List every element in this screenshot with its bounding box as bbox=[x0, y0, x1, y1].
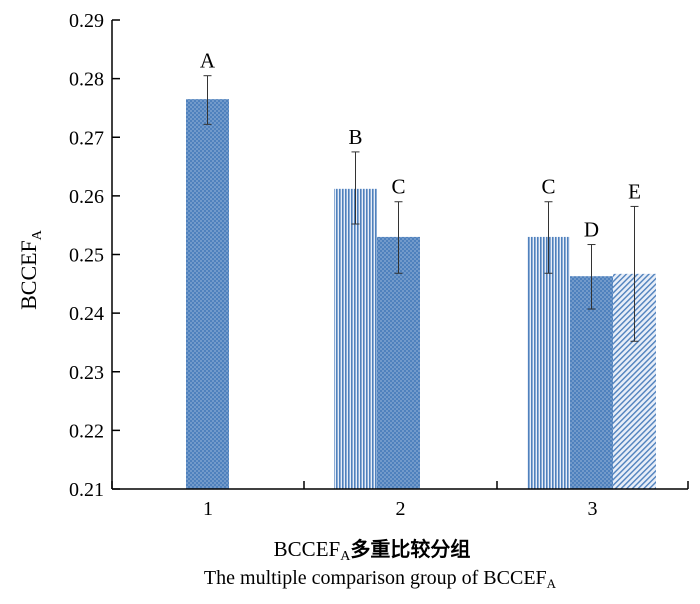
x-axis-caption-en: The multiple comparison group of BCCEFA bbox=[204, 567, 557, 591]
bar-label-4: C bbox=[541, 175, 555, 199]
error-bar-2 bbox=[351, 151, 360, 225]
bar-label-3: C bbox=[391, 175, 405, 199]
bar-label-1: A bbox=[200, 49, 216, 73]
bar-1 bbox=[186, 99, 229, 490]
y-tick-label-3: 0.24 bbox=[69, 303, 104, 325]
error-bar-1 bbox=[203, 75, 212, 125]
x-caption-cn-text: 多重比较分组 bbox=[350, 537, 470, 561]
bar-labels-layer: A B C C D E bbox=[200, 49, 641, 242]
x-tick-label-1: 2 bbox=[396, 498, 406, 520]
y-axis-title-sub: A bbox=[30, 229, 45, 240]
x-caption-cn-abbr: BCCEF bbox=[274, 537, 341, 561]
bar-label-5: D bbox=[584, 218, 599, 242]
y-tick-label-2: 0.23 bbox=[69, 362, 104, 384]
y-axis: 0.21 0.22 0.23 0.24 0.25 0.26 0.27 0.28 0.29 bbox=[69, 10, 120, 501]
x-axis: 1 2 3 bbox=[111, 481, 689, 520]
bar-4 bbox=[527, 236, 570, 489]
error-bar-5 bbox=[587, 244, 596, 310]
bar-2 bbox=[334, 188, 377, 489]
x-caption-en-text: The multiple comparison group of BCCEF bbox=[204, 567, 547, 589]
y-axis-title-main: BCCEF bbox=[16, 240, 41, 310]
x-tick-label-2: 3 bbox=[588, 498, 598, 520]
bar-label-2: B bbox=[348, 125, 362, 149]
bars-layer bbox=[186, 99, 656, 490]
error-bar-4 bbox=[544, 201, 553, 274]
x-axis-caption-cn: BCCEFA多重比较分组 bbox=[274, 537, 471, 564]
y-tick-label-6: 0.27 bbox=[69, 127, 104, 149]
error-bar-3 bbox=[394, 201, 403, 274]
y-tick-label-4: 0.25 bbox=[69, 245, 104, 267]
y-tick-label-0: 0.21 bbox=[69, 479, 104, 501]
bar-label-6: E bbox=[628, 179, 641, 203]
x-caption-en-sub: A bbox=[547, 576, 557, 591]
y-tick-label-1: 0.22 bbox=[69, 420, 104, 442]
bar-5 bbox=[570, 276, 613, 489]
y-axis-title: BCCEFA bbox=[16, 229, 45, 310]
x-tick-label-0: 1 bbox=[203, 498, 213, 520]
y-tick-label-8: 0.29 bbox=[69, 10, 104, 32]
y-tick-label-5: 0.26 bbox=[69, 186, 104, 208]
bar-3 bbox=[377, 236, 420, 489]
error-bar-6 bbox=[630, 205, 639, 342]
error-bars-layer bbox=[203, 75, 639, 342]
y-tick-label-7: 0.28 bbox=[69, 69, 104, 91]
x-caption-cn-sub: A bbox=[340, 549, 351, 564]
